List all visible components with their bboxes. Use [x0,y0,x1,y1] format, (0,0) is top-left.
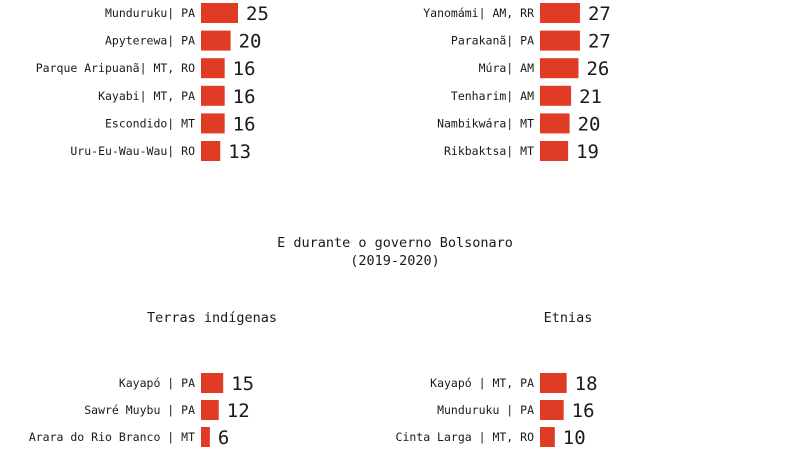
data-label: 16 [233,86,256,108]
bar [540,85,572,106]
category-label: Tenharim| AM [451,89,534,103]
category-label: Rikbaktsa| MT [444,144,534,158]
bar [201,30,231,51]
data-label: 21 [579,86,602,108]
category-label: Uru-Eu-Wau-Wau| RO [70,144,195,158]
data-label: 16 [572,400,595,422]
data-label: 26 [586,58,609,80]
category-label: Kayabi| MT, PA [98,89,195,103]
bar [201,58,225,79]
bar [201,400,219,420]
category-label: Kayapó | MT, PA [430,376,534,390]
bar [201,3,238,23]
data-label: 20 [578,113,601,135]
bar [540,427,555,447]
bar [540,373,567,393]
category-label: Múra| AM [479,61,534,75]
bar [201,85,225,106]
bar [201,373,224,393]
category-label: Parakanã| PA [451,34,534,48]
section-title: E durante o governo Bolsonaro [277,235,513,251]
data-label: 27 [588,3,611,25]
data-label: 27 [588,31,611,53]
data-label: 25 [246,3,269,25]
category-label: Escondido| MT [105,116,195,130]
data-label: 15 [231,373,254,395]
bar [540,141,569,161]
data-label: 12 [227,400,250,422]
data-label: 16 [233,58,256,80]
data-label: 19 [576,141,599,163]
data-label: 20 [239,31,262,53]
category-label: Munduruku| PA [105,6,195,20]
category-label: Kayapó | PA [119,376,195,390]
bar [540,400,564,420]
chart-3-title: Etnias [544,310,593,326]
category-label: Sawré Muybu | PA [84,403,195,417]
bar [201,141,221,161]
data-label: 18 [575,373,598,395]
category-label: Apyterewa| PA [105,34,195,48]
bar [540,58,579,79]
chart-2-title: Terras indígenas [147,310,277,326]
category-label: Parque Aripuanã| MT, RO [36,61,195,75]
bar [540,3,580,23]
category-label: Arara do Rio Branco | MT [29,430,195,444]
section-subtitle: (2019-2020) [350,253,439,269]
data-label: 16 [233,113,256,135]
category-label: Munduruku | PA [437,403,534,417]
category-label: Yanomámi| AM, RR [423,6,534,20]
data-label: 10 [563,427,586,449]
bar [540,113,570,134]
category-label: Nambikwára| MT [437,116,534,130]
bar [540,30,580,51]
bar [201,113,225,134]
data-label: 13 [228,141,251,163]
category-label: Cinta Larga | MT, RO [396,430,535,444]
data-label: 6 [218,427,229,449]
bar [201,427,210,447]
